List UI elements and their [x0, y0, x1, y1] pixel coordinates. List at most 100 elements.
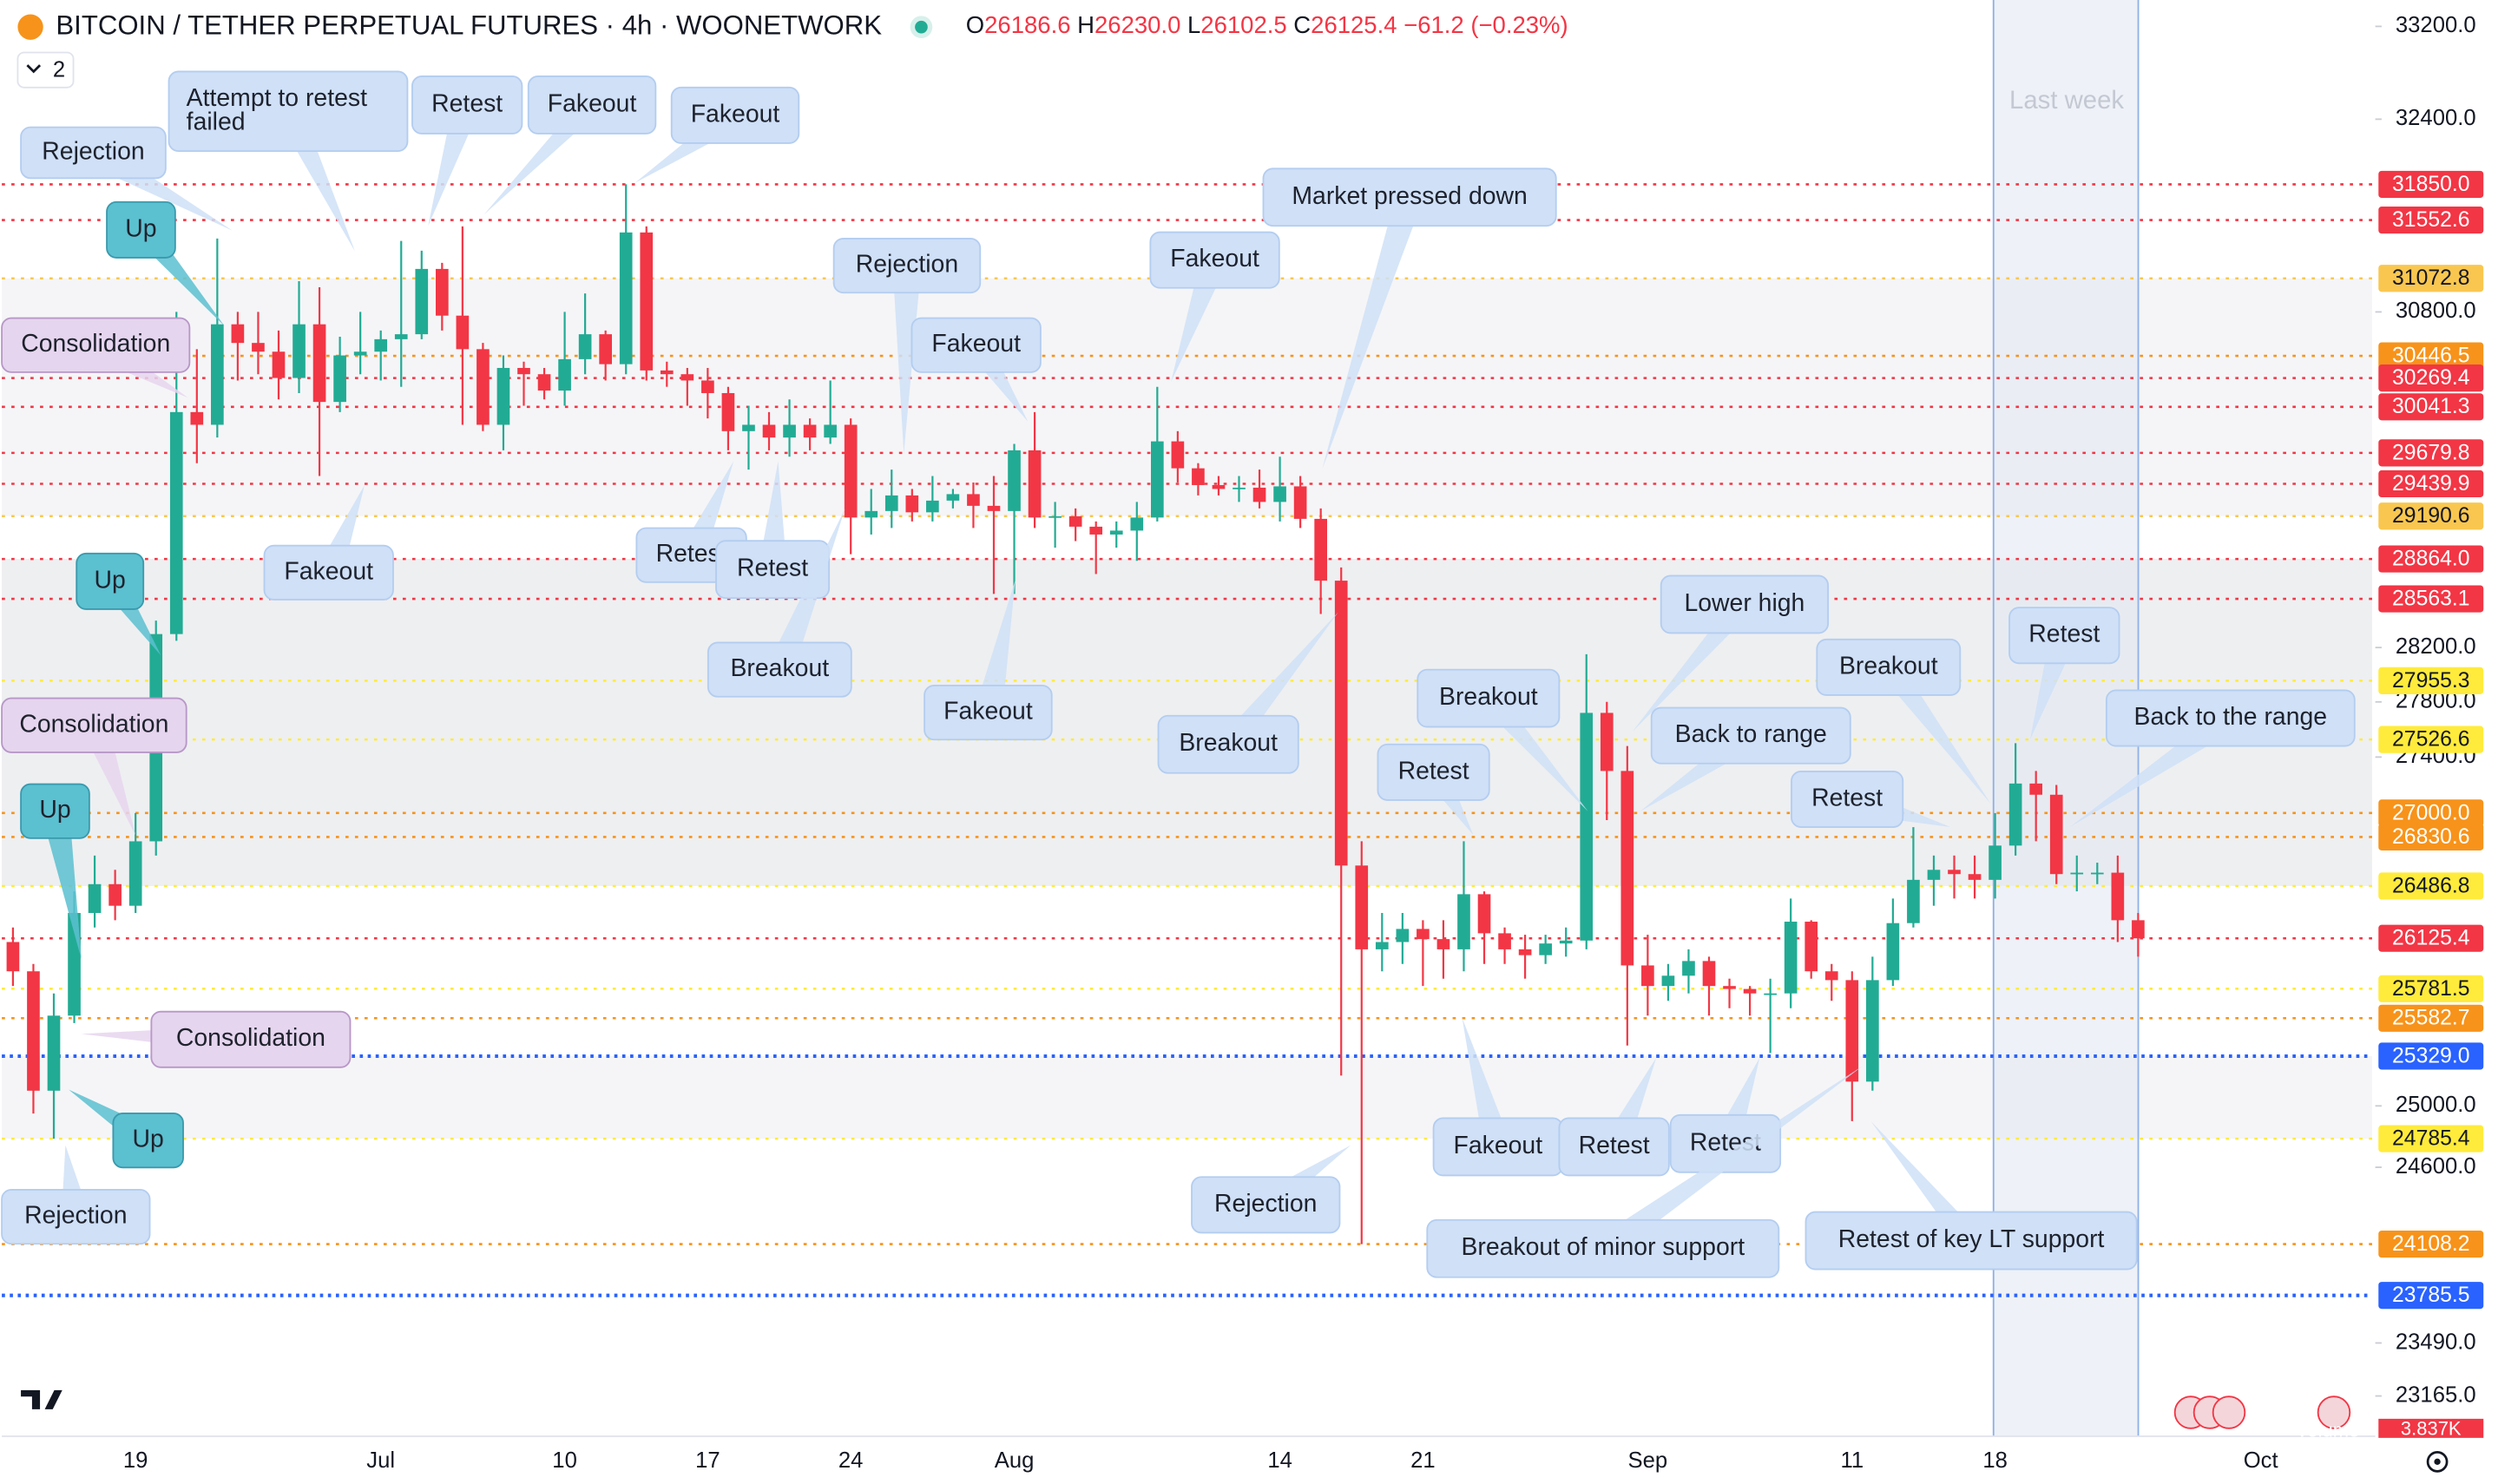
candle-body	[374, 338, 388, 352]
candle-body	[864, 510, 878, 518]
callout-box	[1377, 743, 1490, 801]
candle-body	[1273, 486, 1286, 502]
ohlc-key: L	[1187, 11, 1200, 38]
x-tick-label: Aug	[995, 1448, 1035, 1473]
candle-body	[1498, 933, 1511, 949]
callout-text: Fakeout	[1170, 245, 1259, 273]
candle-body	[1008, 450, 1021, 511]
candle-body	[884, 495, 898, 511]
candle-body	[2029, 783, 2043, 795]
callout-box	[112, 1113, 184, 1169]
status-dot	[915, 20, 928, 34]
ohlc-value: 26125.4	[1311, 11, 1397, 38]
callout: Fakeout	[910, 317, 1042, 422]
callout-box	[20, 126, 167, 180]
callout-text: Breakout	[1839, 652, 1938, 680]
callout: Retest	[1558, 1057, 1670, 1177]
callout-box	[20, 783, 90, 839]
candle-body	[1334, 581, 1348, 866]
price-badge	[2378, 502, 2484, 530]
candle-body	[1845, 980, 1859, 1082]
candle-body	[1028, 450, 1042, 518]
candle-body	[1948, 870, 1961, 875]
price-badge-label: 27526.6	[2392, 728, 2469, 752]
ohlc: O26186.6 H26230.0 L26102.5 C26125.4 −61.…	[966, 11, 1568, 38]
callout-pointer	[765, 509, 845, 670]
candle-body	[1375, 942, 1389, 949]
callout-pointer	[1171, 259, 1230, 382]
callout-box	[1417, 668, 1561, 728]
callout-text: Consolidation	[176, 1024, 325, 1052]
callout: Consolidation	[1, 317, 191, 398]
callout-text: Attempt to retest	[187, 84, 367, 112]
candle-body	[1702, 961, 1716, 987]
range-zone	[2, 1055, 2372, 1139]
price-badge-label: 31850.0	[2392, 173, 2469, 196]
callout-box	[1816, 638, 1962, 696]
callout: Consolidation	[81, 1010, 352, 1068]
price-badge-label: 24785.4	[2392, 1127, 2470, 1151]
callout-box	[168, 70, 409, 153]
callout-box	[1, 317, 191, 373]
x-tick-label: 18	[1982, 1448, 2008, 1473]
callout-pointer	[428, 104, 482, 227]
ohlc-value: 26102.5	[1200, 11, 1286, 38]
callout-box	[1426, 1218, 1780, 1278]
candle-body	[967, 494, 980, 506]
price-badge-label: 27955.3	[2392, 669, 2469, 693]
callout-box	[106, 200, 176, 259]
y-tick-label: 33200.0	[2396, 13, 2476, 37]
callout-box	[2008, 607, 2120, 665]
ohlc-key: H	[1077, 11, 1095, 38]
event-flag[interactable]	[2212, 1395, 2246, 1429]
candle-body	[680, 374, 694, 381]
callout-box	[832, 238, 982, 294]
settings-icon[interactable]	[2426, 1450, 2449, 1473]
price-badge	[2378, 545, 2484, 573]
price-badge	[2378, 666, 2484, 694]
candle-body	[1518, 949, 1532, 955]
callout-text: Breakout	[731, 654, 830, 682]
y-tick-label: 25000.0	[2396, 1093, 2476, 1117]
symbol-title: BITCOIN / TETHER PERPETUAL FUTURES · 4h …	[56, 10, 882, 40]
callout-box	[707, 641, 852, 698]
price-badge	[2378, 1004, 2484, 1032]
price-badge	[2378, 585, 2484, 613]
candle-body	[415, 268, 429, 335]
callout-box	[1191, 1176, 1341, 1234]
callout-pointer	[1602, 1065, 1864, 1264]
candle-body	[128, 841, 142, 906]
x-tick-label: 11	[1840, 1448, 1864, 1473]
indicator-toggle-box[interactable]	[16, 51, 75, 89]
callout: Retest	[1377, 743, 1490, 836]
callout-box	[1, 697, 187, 753]
event-flag[interactable]	[2317, 1395, 2351, 1429]
candle-body	[394, 334, 408, 339]
ohlc-change: −61.2 (−0.23%)	[1403, 11, 1568, 38]
candle-body	[2132, 920, 2145, 939]
callout-box	[76, 552, 145, 610]
candle-body	[1641, 965, 1654, 987]
callout-box	[411, 76, 523, 135]
price-badge	[2378, 439, 2484, 467]
ohlc-value: 26230.0	[1095, 11, 1180, 38]
candle-body	[660, 370, 674, 375]
callout-box	[1791, 770, 1904, 828]
price-badge-label: 25329.0	[2392, 1044, 2469, 1067]
candle-body	[987, 505, 1001, 511]
price-badge-label: 31552.6	[2392, 208, 2469, 232]
price-badge	[2378, 975, 2484, 1002]
candle-body	[1927, 870, 1941, 880]
candle-body	[1417, 929, 1430, 940]
candle-body	[231, 324, 245, 344]
candle-body	[905, 495, 919, 513]
candle-body	[1130, 517, 1144, 531]
callout-text: Up	[95, 566, 126, 594]
callout: Retest	[2008, 607, 2120, 740]
candle-body	[272, 351, 286, 378]
candle-body	[1436, 939, 1450, 949]
indicator-toggle[interactable]: 2	[16, 51, 75, 89]
candle-body	[1355, 865, 1369, 949]
